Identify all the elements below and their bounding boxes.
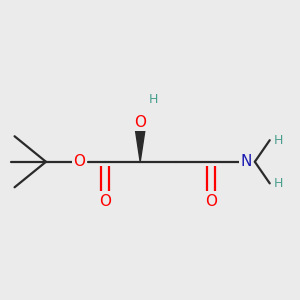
Text: H: H: [149, 93, 159, 106]
Polygon shape: [134, 122, 146, 162]
Text: N: N: [241, 154, 252, 169]
Text: H: H: [274, 134, 283, 147]
Text: H: H: [274, 177, 283, 190]
Text: O: O: [73, 154, 85, 169]
Text: O: O: [205, 194, 217, 208]
Text: O: O: [134, 115, 146, 130]
Text: O: O: [99, 194, 111, 208]
